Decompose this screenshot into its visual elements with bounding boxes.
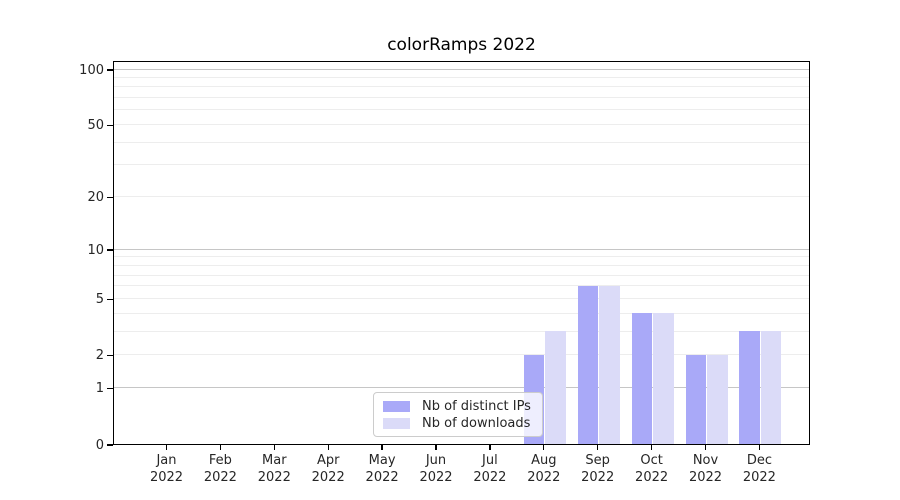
- gridline-minor: [114, 141, 809, 143]
- gridline-minor: [114, 297, 809, 299]
- gridline-minor: [114, 76, 809, 78]
- bar-distinct-ips-sep: [577, 285, 599, 444]
- x-tick-label: Feb 2022: [203, 453, 237, 485]
- y-tick-label: 5: [95, 291, 104, 307]
- gridline-minor: [114, 312, 809, 314]
- bar-downloads-dec: [760, 331, 782, 444]
- legend-label-downloads: Nb of downloads: [422, 415, 531, 431]
- gridline-minor: [114, 285, 809, 287]
- legend-entry-distinct-ips: Nb of distinct IPs: [383, 398, 534, 414]
- x-tick-label: Mar 2022: [257, 453, 291, 485]
- x-tick-label: Jul 2022: [473, 453, 507, 485]
- y-tick-mark: [107, 69, 113, 71]
- y-tick-mark: [107, 124, 113, 127]
- x-tick-mark: [758, 445, 761, 450]
- y-tick-label: 20: [87, 190, 104, 206]
- x-tick-label: Jan 2022: [149, 453, 184, 485]
- gridline-minor: [114, 330, 809, 332]
- y-tick-mark: [107, 444, 113, 446]
- bar-downloads-nov: [707, 354, 728, 444]
- x-tick-label: Dec 2022: [742, 453, 776, 485]
- gridline-minor: [114, 164, 809, 166]
- gridline-minor: [114, 256, 809, 258]
- bar-downloads-sep: [599, 285, 620, 444]
- y-tick-label: 10: [87, 242, 104, 258]
- bar-distinct-ips-dec: [739, 331, 760, 444]
- y-tick-label: 100: [79, 62, 104, 78]
- legend-entry-downloads: Nb of downloads: [383, 415, 534, 431]
- y-tick-mark: [107, 387, 113, 390]
- gridline-major: [114, 68, 809, 70]
- legend-swatch-downloads: [383, 417, 410, 429]
- y-tick-mark: [107, 355, 113, 357]
- x-tick-mark: [327, 445, 329, 450]
- gridline-minor: [114, 354, 809, 356]
- bar-downloads-aug: [545, 331, 566, 444]
- gridline-minor: [114, 86, 809, 88]
- legend-swatch-distinct-ips: [383, 400, 410, 412]
- x-tick-label: Nov 2022: [688, 453, 723, 485]
- gridline-minor: [114, 97, 809, 99]
- y-tick-label: 0: [95, 437, 104, 453]
- chart-title: colorRamps 2022: [387, 35, 536, 55]
- x-tick-label: Apr 2022: [311, 453, 345, 485]
- y-tick-label: 50: [87, 118, 104, 134]
- gridline-major: [114, 387, 809, 389]
- x-tick-label: Oct 2022: [635, 453, 669, 485]
- x-tick-mark: [489, 445, 491, 450]
- y-tick-mark: [107, 298, 113, 301]
- legend: Nb of distinct IPs Nb of downloads: [373, 392, 543, 437]
- bar-distinct-ips-oct: [631, 313, 653, 444]
- y-tick-mark: [107, 196, 113, 199]
- x-tick-mark: [435, 445, 437, 450]
- x-tick-mark: [273, 445, 275, 450]
- x-tick-label: Sep 2022: [581, 453, 615, 485]
- legend-label-distinct-ips: Nb of distinct IPs: [422, 398, 531, 414]
- bar-downloads-oct: [653, 313, 674, 444]
- x-tick-mark: [650, 445, 653, 450]
- gridline-minor: [114, 274, 809, 276]
- gridline-minor: [114, 124, 809, 126]
- x-tick-label: Aug 2022: [527, 453, 561, 485]
- x-tick-label: May 2022: [365, 453, 399, 485]
- plot-area: [113, 61, 810, 445]
- y-tick-label: 2: [95, 348, 104, 364]
- x-tick-mark: [165, 445, 168, 450]
- x-tick-mark: [543, 445, 545, 450]
- y-tick-mark: [107, 249, 113, 251]
- gridline-major: [114, 248, 809, 250]
- x-tick-mark: [219, 445, 222, 450]
- x-tick-label: Jun 2022: [419, 453, 453, 485]
- x-tick-mark: [704, 445, 707, 450]
- x-tick-mark: [381, 445, 383, 450]
- bar-distinct-ips-nov: [685, 354, 706, 444]
- y-tick-label: 1: [95, 381, 104, 397]
- gridline-minor: [114, 109, 809, 111]
- gridline-minor: [114, 196, 809, 198]
- x-tick-mark: [597, 445, 599, 450]
- gridline-minor: [114, 264, 809, 266]
